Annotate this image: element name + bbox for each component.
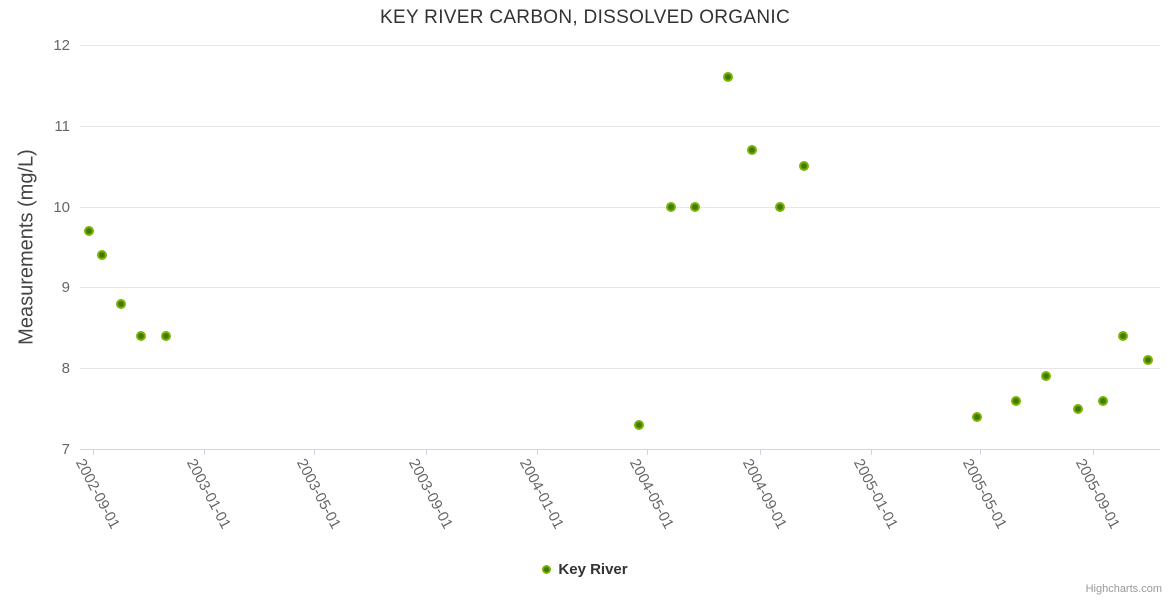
- legend-label[interactable]: Key River: [558, 561, 628, 578]
- highcharts-credit-link[interactable]: Highcharts.com: [1085, 583, 1162, 595]
- y-axis-tick-label: 9: [61, 279, 70, 297]
- y-gridline: [80, 206, 1160, 208]
- scatter-point[interactable]: [160, 330, 171, 341]
- x-axis-tick-mark: [536, 449, 538, 455]
- legend[interactable]: Key River: [0, 561, 1170, 578]
- legend-marker-icon[interactable]: [542, 565, 552, 574]
- scatter-point[interactable]: [747, 145, 758, 156]
- x-axis-tick-mark: [759, 449, 761, 455]
- x-axis-tick-mark: [313, 449, 315, 455]
- plot-area: [80, 45, 1160, 449]
- y-gridline: [80, 45, 1160, 46]
- scatter-point[interactable]: [116, 298, 127, 309]
- y-axis-tick-label: 12: [53, 37, 70, 54]
- x-axis-tick-label: 2003-09-01: [404, 456, 456, 532]
- x-axis-tick-mark: [647, 449, 649, 455]
- y-axis-tick-label: 11: [54, 117, 70, 135]
- x-axis-tick-mark: [204, 449, 206, 455]
- y-gridline: [80, 125, 1160, 127]
- y-axis-tick-label: 10: [53, 198, 70, 216]
- x-axis-tick-label: 2004-09-01: [738, 456, 790, 532]
- scatter-point[interactable]: [971, 411, 982, 422]
- x-axis-tick-label: 2003-01-01: [183, 456, 235, 532]
- scatter-point[interactable]: [799, 161, 810, 172]
- y-axis-tick-label: 7: [61, 441, 70, 458]
- scatter-point[interactable]: [96, 250, 107, 261]
- scatter-point[interactable]: [1040, 371, 1051, 382]
- x-axis-tick-label: 2003-05-01: [292, 456, 344, 532]
- scatter-point[interactable]: [666, 201, 677, 212]
- x-axis-tick-label: 2004-01-01: [515, 456, 568, 532]
- scatter-point[interactable]: [774, 201, 785, 212]
- x-axis-tick-mark: [980, 449, 982, 455]
- y-gridline: [80, 368, 1160, 370]
- x-axis-tick-label: 2005-09-01: [1071, 456, 1123, 532]
- scatter-point[interactable]: [1143, 355, 1154, 366]
- scatter-point[interactable]: [722, 72, 733, 83]
- y-axis-title: Measurements (mg/L): [15, 149, 38, 345]
- scatter-point[interactable]: [1072, 403, 1083, 414]
- scatter-point[interactable]: [1117, 330, 1128, 341]
- y-gridline: [80, 287, 1160, 289]
- chart-title: KEY RIVER CARBON, DISSOLVED ORGANIC: [380, 7, 790, 28]
- x-axis-tick-mark: [92, 449, 94, 455]
- scatter-point[interactable]: [84, 225, 95, 236]
- x-axis-tick-label: 2002-09-01: [71, 456, 123, 532]
- y-axis-tick-label: 8: [61, 360, 70, 378]
- x-axis-tick-label: 2004-05-01: [626, 456, 678, 532]
- x-axis-tick-mark: [1092, 449, 1094, 455]
- scatter-point[interactable]: [689, 201, 700, 212]
- scatter-point[interactable]: [634, 419, 645, 430]
- x-axis-tick-label: 2005-01-01: [849, 456, 901, 532]
- scatter-point[interactable]: [1010, 395, 1021, 406]
- scatter-point[interactable]: [1098, 395, 1109, 406]
- x-axis-tick-label: 2005-05-01: [959, 456, 1011, 532]
- x-axis-tick-mark: [870, 449, 872, 455]
- x-axis-line: [80, 449, 1160, 450]
- scatter-point[interactable]: [136, 330, 147, 341]
- x-axis-tick-mark: [425, 449, 427, 455]
